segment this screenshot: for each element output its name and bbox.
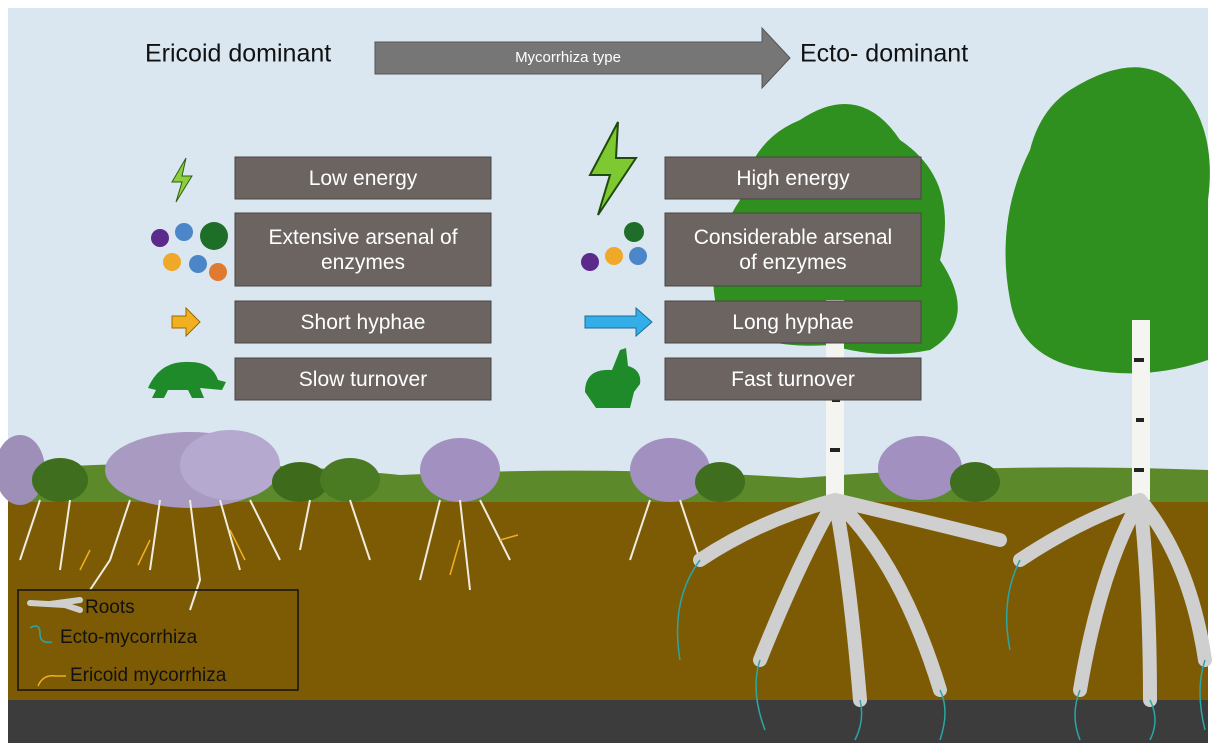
- legend-label: Ecto-mycorrhiza: [60, 627, 198, 648]
- trait-label: Slow turnover: [299, 368, 427, 391]
- arrow-label: Mycorrhiza type: [515, 49, 621, 66]
- trait-label: Fast turnover: [731, 368, 855, 391]
- trait-box: [235, 213, 491, 286]
- trait-label: Low energy: [309, 167, 418, 190]
- bedrock: [8, 700, 1208, 743]
- legend-label: Ericoid mycorrhiza: [70, 665, 227, 686]
- header-left: Ericoid dominant: [145, 40, 331, 68]
- trait-label: Short hyphae: [301, 311, 426, 334]
- trait-label: High energy: [736, 167, 850, 190]
- diagram: Ericoid dominant Mycorrhiza type Ecto- d…: [0, 0, 1216, 751]
- trait-label: Long hyphae: [732, 311, 853, 334]
- header-right: Ecto- dominant: [800, 40, 968, 68]
- trait-box: [665, 213, 921, 286]
- legend-label: Roots: [85, 597, 135, 618]
